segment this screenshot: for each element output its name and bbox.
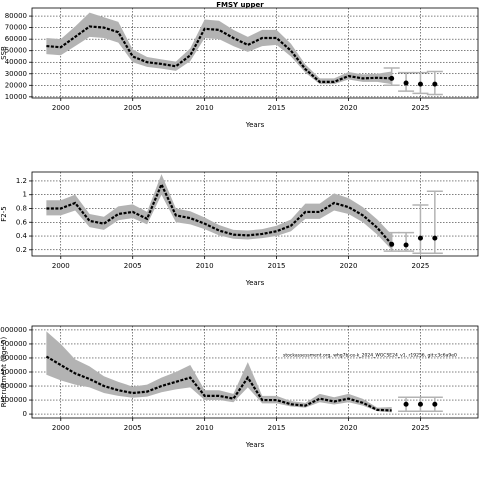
- x-tick-label: 2000: [52, 424, 70, 432]
- y-tick-label: 60000: [5, 35, 27, 43]
- y-tick-label: 0: [23, 410, 27, 418]
- x-axis-label: Years: [245, 279, 265, 287]
- x-tick-label: 2000: [52, 104, 70, 112]
- y-tick-label: 20000: [5, 81, 27, 89]
- forecast-point: [432, 81, 438, 87]
- median-line: [46, 25, 392, 83]
- forecast-point: [417, 235, 423, 241]
- forecast-point: [403, 401, 409, 407]
- y-tick-label: 0.8: [16, 204, 27, 212]
- y-tick-label: 2500000: [0, 340, 27, 348]
- plot-frame: [31, 171, 479, 257]
- y-tick-label: 80000: [5, 12, 27, 20]
- y-tick-label: 1500000: [0, 368, 27, 376]
- x-tick-label: 2010: [196, 104, 214, 112]
- x-tick-label: 2000: [52, 262, 70, 270]
- median-line: [46, 181, 393, 246]
- forecast-point: [417, 81, 423, 87]
- y-axis-label: F2-5: [0, 206, 8, 221]
- y-tick-label: 0.6: [16, 218, 28, 226]
- y-tick-label: 30000: [5, 70, 27, 78]
- forecast-point: [389, 75, 395, 81]
- x-tick-label: 2005: [124, 104, 142, 112]
- x-axis-label: Years: [245, 441, 265, 449]
- y-tick-label: 0.2: [16, 246, 27, 254]
- y-tick-label: 1000000: [0, 382, 27, 390]
- chart-title: FMSY upper: [216, 1, 264, 9]
- y-tick-label: 2000000: [0, 354, 27, 362]
- forecast-point: [432, 235, 438, 241]
- y-tick-label: 10000: [5, 93, 27, 101]
- y-axis-label: SSB: [0, 46, 8, 60]
- x-tick-label: 2020: [340, 424, 358, 432]
- x-tick-label: 2005: [124, 424, 142, 432]
- x-tick-label: 2025: [412, 262, 430, 270]
- forecast-point: [389, 241, 395, 247]
- y-tick-label: 3000000: [0, 326, 27, 334]
- x-tick-label: 2015: [268, 262, 286, 270]
- x-tick-label: 2010: [196, 424, 214, 432]
- x-tick-label: 2015: [268, 104, 286, 112]
- median-line: [45, 355, 392, 412]
- y-tick-label: 1: [23, 191, 27, 199]
- forecast-point: [417, 401, 423, 407]
- x-tick-label: 2025: [412, 104, 430, 112]
- y-tick-label: 50000: [5, 47, 27, 55]
- confidence-band: [46, 174, 392, 250]
- x-tick-label: 2020: [340, 104, 358, 112]
- x-tick-label: 2020: [340, 262, 358, 270]
- y-tick-label: 70000: [5, 24, 27, 32]
- forecast-point: [403, 80, 409, 86]
- annotation: stockassessment.org, whg7b-ce-k_2024_WGC…: [283, 353, 457, 359]
- y-axis-label: Recruitment (age 0): [0, 337, 8, 408]
- y-tick-label: 0.4: [16, 232, 28, 240]
- y-tick-label: 1.2: [16, 177, 27, 185]
- y-tick-label: 500000: [0, 396, 27, 404]
- y-tick-label: 40000: [5, 58, 27, 66]
- x-tick-label: 2025: [412, 424, 430, 432]
- plot-frame: [31, 7, 479, 99]
- forecast-point: [432, 401, 438, 407]
- x-axis-label: Years: [245, 121, 265, 129]
- x-tick-label: 2010: [196, 262, 214, 270]
- forecast-point: [403, 242, 409, 248]
- x-tick-label: 2005: [124, 262, 142, 270]
- x-tick-label: 2015: [268, 424, 286, 432]
- confidence-band: [46, 12, 392, 85]
